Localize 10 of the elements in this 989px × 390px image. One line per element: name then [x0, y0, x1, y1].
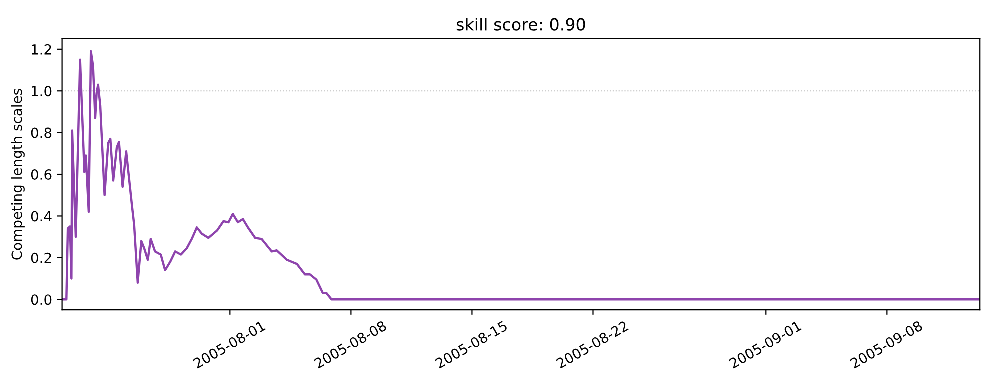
y-tick-label: 1.2: [32, 44, 52, 55]
y-tick-label: 0.6: [31, 169, 52, 180]
y-tick-label: 1.0: [32, 86, 52, 97]
y-tick-label: 0.0: [31, 294, 52, 306]
y-tick-label: 0.2: [31, 252, 52, 264]
y-axis-title: Competing length scales: [12, 89, 25, 260]
y-tick-label: 0.8: [31, 128, 52, 138]
y-tick-label: 0.4: [31, 211, 52, 222]
chart-title: skill score: 0.90: [456, 18, 586, 31]
line-series: [62, 50, 980, 301]
